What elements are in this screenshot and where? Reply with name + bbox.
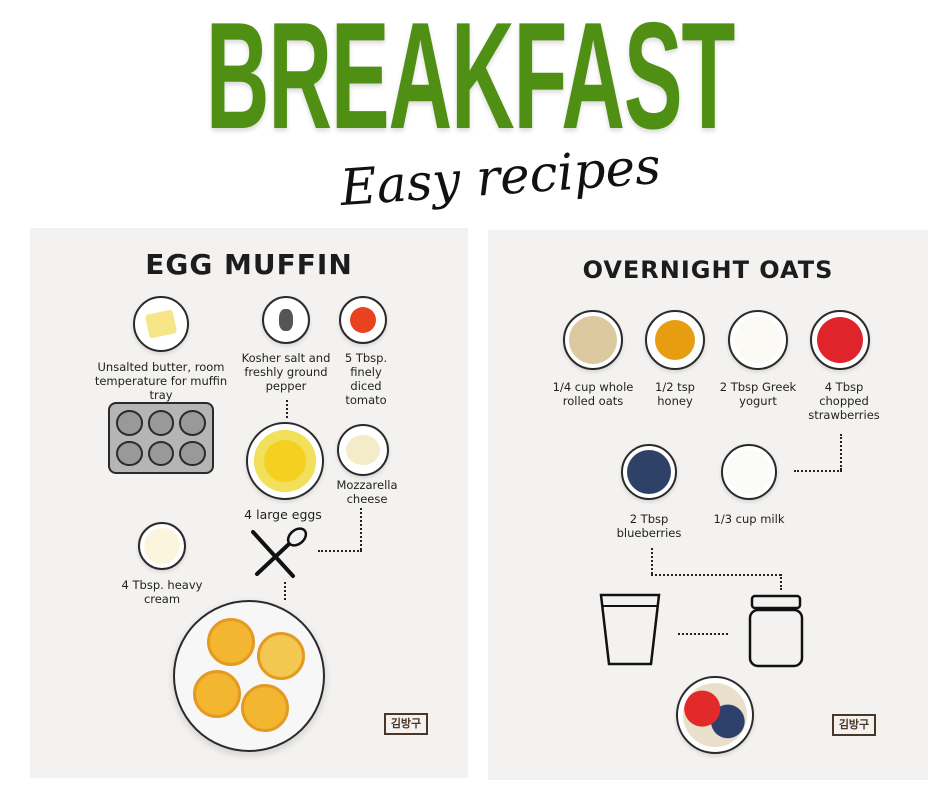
kimbanggu-logo: 김방구 [832, 714, 876, 736]
whisk-icon [251, 527, 308, 578]
ingredient-label: 1/2 tsp honey [655, 380, 695, 408]
egg-muffins-plate-icon [173, 600, 325, 752]
ingredient-label: 4 Tbsp chopped strawberries [808, 380, 880, 422]
ingredient-label: 4 large eggs [244, 507, 322, 522]
honey-bowl-icon [645, 310, 705, 370]
ingredient-label: Mozzarella cheese [336, 478, 398, 506]
eggs-bowl-icon [246, 422, 324, 500]
connector-line [360, 508, 362, 550]
recipe-title: OVERNIGHT OATS [582, 256, 834, 284]
salt-pepper-bowl-icon [262, 296, 310, 344]
yogurt-bowl-icon [728, 310, 788, 370]
milk-glass-icon [721, 444, 777, 500]
ingredient-label: Unsalted butter, room temperature for mu… [94, 360, 228, 402]
tomato-bowl-icon [339, 296, 387, 344]
ingredient-label: 1/3 cup milk [713, 512, 785, 526]
connector-line [651, 548, 653, 574]
connector-line [780, 574, 782, 590]
ingredient-label: Kosher salt and freshly ground pepper [241, 351, 331, 393]
connector-line [651, 574, 781, 576]
connector-line [794, 470, 842, 472]
kimbanggu-logo: 김방구 [384, 713, 428, 735]
egg-muffin-card: EGG MUFFIN Unsalted butter, room tempera… [30, 228, 468, 778]
overnight-oats-card: OVERNIGHT OATS 1/4 cup whole rolled oats… [488, 230, 928, 780]
connector-line [286, 400, 288, 418]
ingredient-label: 5 Tbsp. finely diced tomato [344, 351, 388, 407]
cream-bowl-icon [138, 522, 186, 570]
connector-line [678, 633, 728, 635]
ingredient-label: 2 Tbsp Greek yogurt [719, 380, 797, 408]
butter-bowl-icon [133, 296, 189, 352]
jar-icon [748, 594, 804, 668]
connector-line [840, 434, 842, 470]
connector-line [284, 582, 286, 600]
blueberries-bowl-icon [621, 444, 677, 500]
strawberries-bowl-icon [810, 310, 870, 370]
ingredient-label: 2 Tbsp blueberries [616, 512, 682, 540]
ingredient-label: 1/4 cup whole rolled oats [552, 380, 634, 408]
cheese-bowl-icon [337, 424, 389, 476]
ingredient-label: 4 Tbsp. heavy cream [121, 578, 203, 606]
oats-berries-bowl-icon [676, 676, 754, 754]
glass-icon [599, 593, 661, 666]
connector-line [318, 550, 362, 552]
oats-bowl-icon [563, 310, 623, 370]
muffin-tray-icon [108, 402, 214, 474]
recipe-title: EGG MUFFIN [145, 248, 353, 281]
page-title: BREAKFAST [205, 0, 735, 161]
